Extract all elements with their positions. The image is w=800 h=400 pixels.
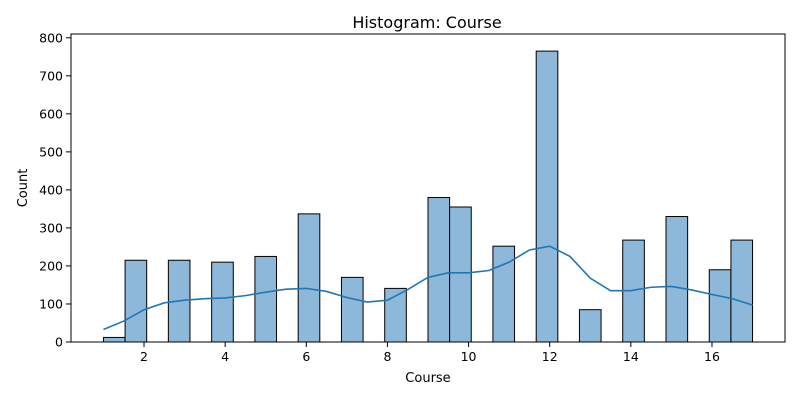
x-axis-label: Course: [405, 371, 450, 386]
histogram-bar: [449, 206, 472, 343]
x-tick-label: 4: [221, 349, 229, 364]
x-tick-label: 10: [461, 349, 477, 364]
histogram-bar: [708, 269, 732, 343]
histogram-bar: [427, 197, 451, 343]
x-tick-label: 16: [704, 349, 720, 364]
histogram-bar: [730, 239, 754, 343]
histogram-bar: [102, 336, 126, 343]
x-tick-label: 14: [623, 349, 639, 364]
kde-line: [103, 245, 753, 331]
histogram-bar: [211, 261, 234, 343]
y-tick-label: 400: [39, 182, 63, 197]
y-tick-label: 700: [39, 68, 63, 83]
histogram-bar: [665, 216, 689, 343]
y-tick-label: 500: [39, 144, 63, 159]
bars-group: [102, 50, 754, 343]
histogram-bar: [254, 255, 278, 343]
chart-title: Histogram: Course: [352, 13, 501, 32]
histogram-bar: [297, 213, 321, 343]
histogram-bar: [578, 309, 602, 343]
histogram-bar: [535, 50, 559, 343]
histogram-bar: [340, 276, 364, 343]
histogram-bar: [124, 259, 148, 343]
y-tick-label: 800: [39, 30, 63, 45]
y-tick-label: 200: [39, 258, 63, 273]
y-tick-label: 300: [39, 220, 63, 235]
y-axis-ticks: 0 100 200 300 400 500 600 700 800: [39, 30, 71, 350]
x-tick-label: 12: [542, 349, 558, 364]
x-tick-label: 8: [383, 349, 391, 364]
y-tick-label: 0: [55, 335, 63, 350]
x-axis-ticks: 2 4 6 8 10 12 14 16: [140, 342, 720, 364]
y-tick-label: 600: [39, 106, 63, 121]
y-tick-label: 100: [39, 296, 63, 311]
x-tick-label: 6: [302, 349, 310, 364]
x-tick-label: 2: [140, 349, 148, 364]
plot-frame: [70, 33, 786, 343]
y-axis-label: Count: [16, 169, 31, 208]
